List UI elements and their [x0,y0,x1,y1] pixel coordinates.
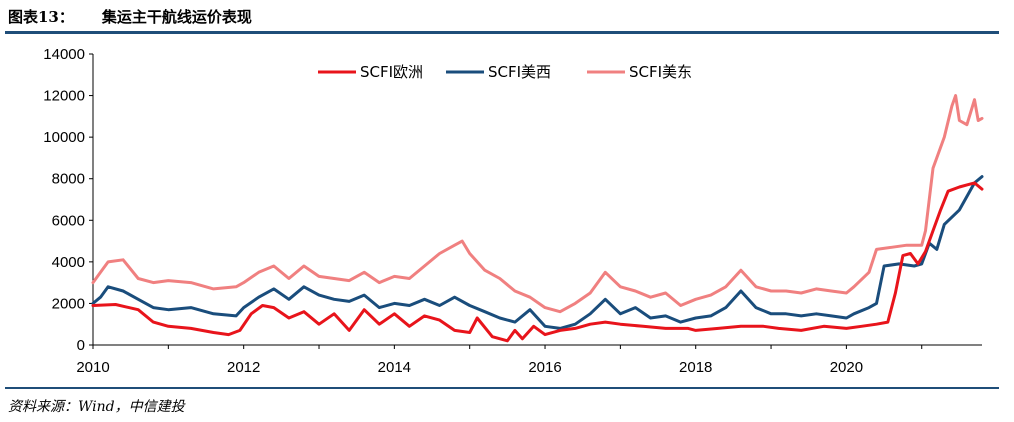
y-tick-label: 14000 [43,46,85,63]
x-tick-label: 2012 [227,359,260,376]
series-line-0 [91,181,984,343]
y-tick-label: 10000 [43,129,85,146]
x-tick-label: 2016 [528,359,561,376]
figure-heading: 集运主干航线运价表现 [101,8,252,26]
x-tick-label: 2014 [378,359,411,376]
y-tick-label: 6000 [52,212,85,229]
y-tick-label: 0 [77,337,85,354]
legend-label: SCFI美东 [629,63,692,81]
top-rule [5,31,999,34]
series-line-2 [91,94,984,314]
x-tick-label: 2018 [679,359,712,376]
x-tick-label: 2020 [830,359,863,376]
legend: SCFI欧洲 SCFI美西 SCFI美东 [318,63,692,81]
series-group [91,94,984,343]
figure-title: 图表13： 集运主干航线运价表现 [8,6,252,27]
series-line-1 [91,175,984,330]
source-note: 资料来源：Wind，中信建投 [8,399,185,415]
y-tick-label: 8000 [52,171,85,188]
figure-label: 图表13： [8,8,74,26]
bottom-rule [5,387,999,389]
legend-label: SCFI欧洲 [360,63,423,81]
y-tick-label: 12000 [43,88,85,105]
axes: 0 2000 4000 6000 8000 10000 12000 14000 2010 2012… [43,46,982,376]
y-tick-label: 4000 [52,254,85,271]
y-tick-label: 2000 [52,295,85,312]
legend-label: SCFI美西 [488,63,551,81]
x-tick-label: 2010 [76,359,109,376]
